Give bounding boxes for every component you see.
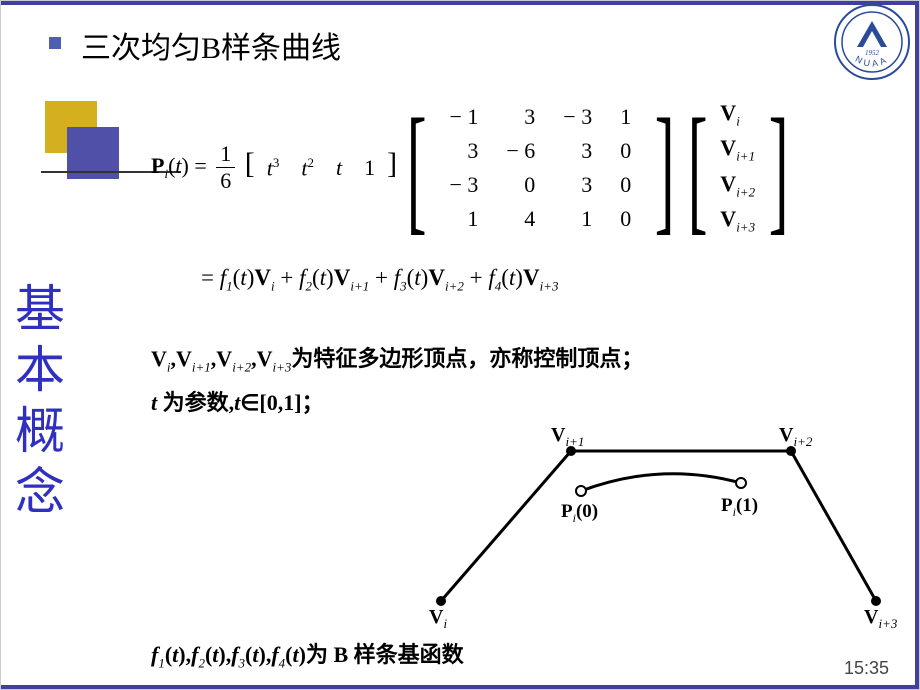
control-point-vector: Vi Vi+1 Vi+2 Vi+3: [716, 97, 759, 239]
right-border: [915, 1, 919, 689]
svg-text:Vi+3: Vi+3: [864, 606, 898, 631]
note-line-2: t 为参数,t∈[0,1]；: [151, 381, 643, 425]
slide-heading: 三次均匀B样条曲线: [81, 23, 341, 67]
equation-expansion: = f1(t)Vi + f2(t)Vi+1 + f3(t)Vi+2 + f4(t…: [201, 265, 558, 295]
notes-block: Vi,Vi+1,Vi+2,Vi+3为特征多边形顶点，亦称控制顶点； t 为参数,…: [151, 337, 643, 425]
bspline-diagram: Vi Vi+1 Vi+2 Vi+3 Pi(0) Pi(1): [401, 421, 911, 631]
university-logo: 1952 NUAA: [833, 3, 911, 81]
side-char-3: 概: [15, 401, 71, 462]
side-char-2: 本: [15, 340, 71, 401]
basis-matrix: − 13− 31 3− 630 − 3030 1410: [435, 100, 645, 236]
logo-year: 1952: [865, 49, 880, 57]
row-vector: t3 t2 t 1: [255, 153, 387, 183]
svg-text:Pi(0): Pi(0): [561, 501, 598, 525]
timestamp: 15:35: [844, 658, 889, 679]
top-border: [1, 1, 919, 5]
svg-text:Pi(1): Pi(1): [721, 495, 758, 519]
frac-den: 6: [216, 168, 235, 194]
side-vertical-text: 基 本 概 念: [15, 279, 71, 523]
svg-text:Vi+1: Vi+1: [551, 424, 584, 449]
note-line-1: Vi,Vi+1,Vi+2,Vi+3为特征多边形顶点，亦称控制顶点；: [151, 337, 643, 381]
side-char-4: 念: [15, 462, 71, 523]
bottom-border: [1, 685, 919, 689]
svg-text:Vi+2: Vi+2: [779, 424, 813, 449]
bullet-icon: [49, 37, 61, 49]
basis-functions-note: f1(t),f2(t),f3(t),f4(t)为 B 样条基函数: [151, 637, 464, 671]
svg-text:Vi: Vi: [429, 606, 447, 631]
frac-num: 1: [216, 141, 235, 168]
bspline-curve: [581, 474, 741, 491]
bspline-equation: Pi(t) = 1 6 [ t3 t2 t 1 ] [ − 13− 31 3− …: [151, 97, 792, 239]
side-char-1: 基: [15, 279, 71, 340]
